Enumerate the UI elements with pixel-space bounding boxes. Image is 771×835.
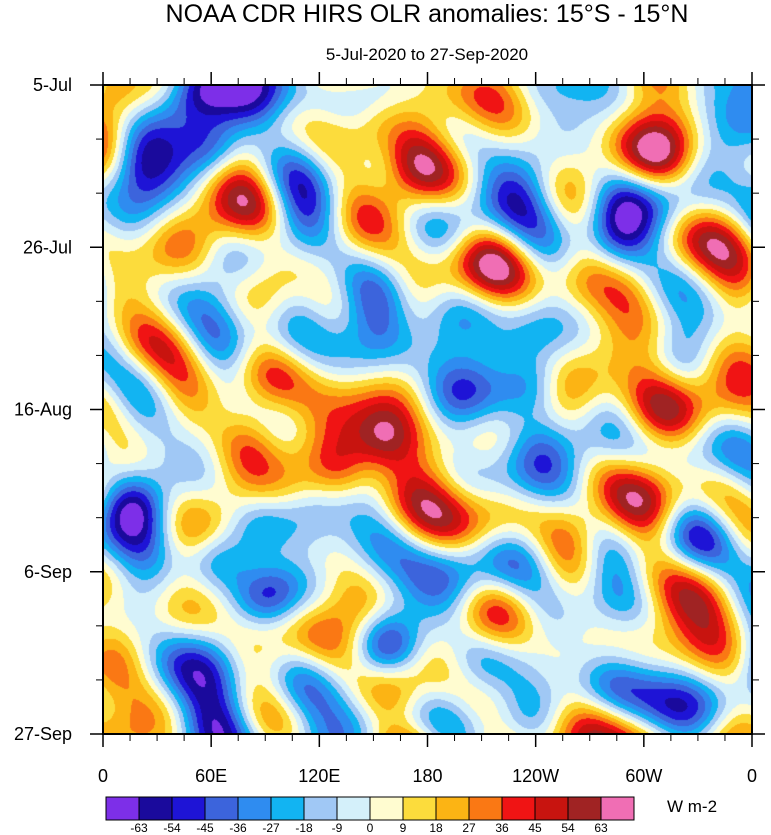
colorbar-tick-label: -45 bbox=[196, 821, 214, 835]
colorbar-tick-label: 9 bbox=[400, 821, 407, 835]
x-tick-label: 0 bbox=[98, 766, 108, 786]
colorbar-tick-label: -36 bbox=[229, 821, 247, 835]
colorbar-units: W m-2 bbox=[667, 797, 717, 816]
colorbar: -63 -54 -45 -36 -27 -18 -9 0 9 18 27 36 45 54 63 bbox=[105, 796, 635, 835]
chart-subtitle: 5-Jul-2020 to 27-Sep-2020 bbox=[326, 45, 528, 64]
colorbar-tick-label: -63 bbox=[130, 821, 148, 835]
colorbar-swatch bbox=[435, 796, 470, 821]
colorbar-swatch bbox=[171, 796, 206, 821]
x-tick-label: 120E bbox=[298, 766, 340, 786]
colorbar-tick-label: 54 bbox=[561, 821, 575, 835]
colorbar-swatch bbox=[105, 796, 140, 821]
colorbar-tick-label: -18 bbox=[295, 821, 313, 835]
colorbar-swatch bbox=[270, 796, 305, 821]
colorbar-tick-label: -54 bbox=[163, 821, 181, 835]
colorbar-swatch bbox=[237, 796, 272, 821]
colorbar-swatch bbox=[534, 796, 569, 821]
x-tick-label: 60E bbox=[195, 766, 227, 786]
colorbar-tick-label: 0 bbox=[367, 821, 374, 835]
colorbar-swatch bbox=[336, 796, 371, 821]
colorbar-tick-label: 63 bbox=[594, 821, 608, 835]
colorbar-tick-label: 36 bbox=[495, 821, 509, 835]
x-tick-label: 180 bbox=[412, 766, 442, 786]
colorbar-swatch bbox=[600, 796, 635, 821]
colorbar-swatch bbox=[204, 796, 239, 821]
y-tick-label: 27-Sep bbox=[14, 724, 72, 744]
colorbar-swatch bbox=[501, 796, 536, 821]
plot-area bbox=[102, 84, 753, 735]
y-axis: 5-Jul 26-Jul 16-Aug 6-Sep 27-Sep bbox=[14, 75, 765, 744]
colorbar-swatch bbox=[567, 796, 602, 821]
y-tick-label: 26-Jul bbox=[23, 237, 72, 257]
colorbar-tick-label: 18 bbox=[429, 821, 443, 835]
colorbar-tick-label: 27 bbox=[462, 821, 476, 835]
colorbar-swatch bbox=[303, 796, 338, 821]
x-axis: 0 60E 120E 180 120W 60W 0 bbox=[98, 72, 757, 786]
x-tick-label: 120W bbox=[512, 766, 559, 786]
colorbar-tick-label: -9 bbox=[332, 821, 343, 835]
y-tick-label: 6-Sep bbox=[24, 562, 72, 582]
olr-anomaly-field bbox=[103, 85, 752, 734]
colorbar-tick-label: 45 bbox=[528, 821, 542, 835]
colorbar-swatch bbox=[138, 796, 173, 821]
colorbar-swatch bbox=[468, 796, 503, 821]
colorbar-swatch bbox=[369, 796, 404, 821]
chart-title: NOAA CDR HIRS OLR anomalies: 15°S - 15°N bbox=[166, 0, 689, 28]
y-tick-label: 16-Aug bbox=[14, 400, 72, 420]
colorbar-swatch bbox=[402, 796, 437, 821]
y-tick-label: 5-Jul bbox=[33, 75, 72, 95]
x-tick-label: 60W bbox=[625, 766, 662, 786]
colorbar-tick-label: -27 bbox=[262, 821, 280, 835]
x-tick-label: 0 bbox=[747, 766, 757, 786]
